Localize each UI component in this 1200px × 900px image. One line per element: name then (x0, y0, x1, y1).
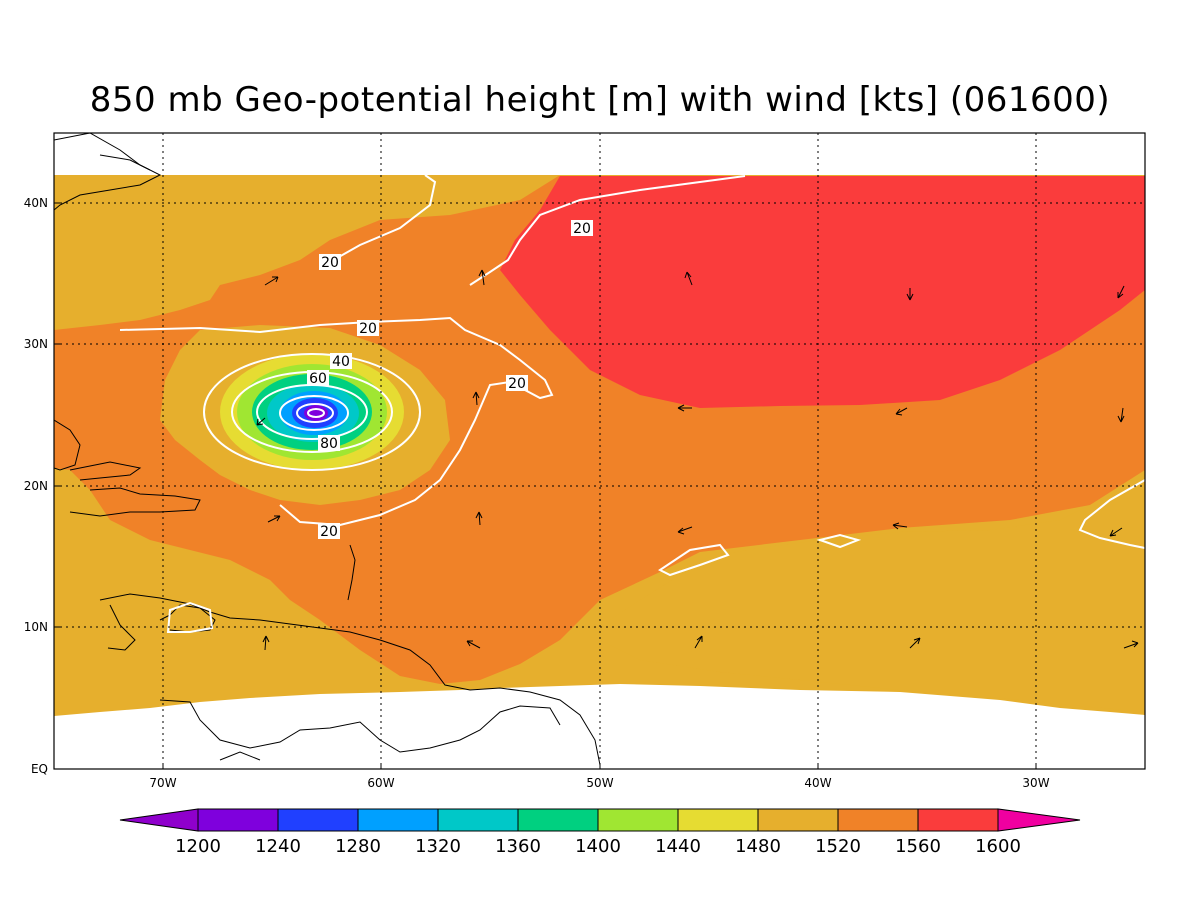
colorbar-swatch-1200 (197, 808, 279, 832)
contour-labels: 20 20 20 20 20 40 60 80 (307, 220, 593, 540)
colorbar-swatch-1480 (757, 808, 839, 832)
lon-label-50w: 50W (586, 776, 613, 790)
colorbar-high-arrow (997, 808, 1081, 832)
colorbar-low-arrow (119, 808, 199, 832)
colorbar-label-1280: 1280 (335, 836, 381, 857)
contour-label-20-b: 20 (359, 321, 377, 337)
colorbar-label-1560: 1560 (895, 836, 941, 857)
contour-label-20-a: 20 (321, 255, 339, 271)
colorbar-label-1440: 1440 (655, 836, 701, 857)
lat-label-10n: 10N (24, 620, 48, 634)
colorbar-label-1320: 1320 (415, 836, 461, 857)
colorbar-label-1600: 1600 (975, 836, 1021, 857)
coastlines (54, 133, 601, 766)
colorbar-swatch-1440 (677, 808, 759, 832)
contour-label-60: 60 (309, 371, 327, 387)
colorbar-swatch-1520 (837, 808, 919, 832)
colorbar-label-1200: 1200 (175, 836, 221, 857)
contour-label-20-e: 20 (320, 524, 338, 540)
colorbar-label-1480: 1480 (735, 836, 781, 857)
colorbar-labels: 1200 1240 1280 1320 1360 1400 1440 1480 … (175, 836, 1021, 857)
lon-label-40w: 40W (804, 776, 831, 790)
lon-label-30w: 30W (1022, 776, 1049, 790)
tick-marks (54, 202, 1037, 769)
colorbar-swatch-1280 (357, 808, 439, 832)
colorbar-swatch-1360 (517, 808, 599, 832)
colorbar-label-1520: 1520 (815, 836, 861, 857)
band-1560 (500, 176, 1145, 408)
isotach-contours (119, 174, 1145, 633)
colorbar-label-1400: 1400 (575, 836, 621, 857)
geopotential-field: 20 20 20 20 20 40 60 80 (54, 133, 1145, 769)
lat-label-30n: 30N (24, 337, 48, 351)
contour-label-20-d: 20 (508, 376, 526, 392)
colorbar-swatch-1560 (917, 808, 999, 832)
lat-label-40n: 40N (24, 196, 48, 210)
colorbar-swatch-1240 (277, 808, 359, 832)
colorbar (119, 808, 1081, 832)
colorbar-swatch-1400 (597, 808, 679, 832)
map-title: 850 mb Geo-potential height [m] with win… (89, 80, 1111, 120)
contour-label-40: 40 (332, 354, 350, 370)
lat-label-20n: 20N (24, 479, 48, 493)
lon-axis-labels: 70W 60W 50W 40W 30W (149, 776, 1049, 790)
lon-label-70w: 70W (149, 776, 176, 790)
band-1480-right (600, 480, 1145, 712)
colorbar-label-1240: 1240 (255, 836, 301, 857)
contour-label-20-c: 20 (573, 221, 591, 237)
low-core (304, 405, 328, 421)
colorbar-label-1360: 1360 (495, 836, 541, 857)
lon-label-60w: 60W (367, 776, 394, 790)
lat-label-eq: EQ (31, 762, 48, 776)
contour-label-80: 80 (320, 436, 338, 452)
wind-vectors (256, 269, 1139, 651)
band-1480-inner-a (54, 175, 560, 330)
colorbar-swatch-1320 (437, 808, 519, 832)
graticule (54, 133, 1145, 769)
lat-axis-labels: 40N 30N 20N 10N EQ (24, 196, 48, 776)
